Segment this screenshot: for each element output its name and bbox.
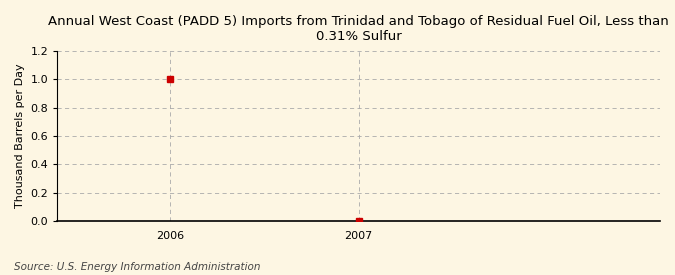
Y-axis label: Thousand Barrels per Day: Thousand Barrels per Day	[15, 64, 25, 208]
Text: Source: U.S. Energy Information Administration: Source: U.S. Energy Information Administ…	[14, 262, 260, 272]
Title: Annual West Coast (PADD 5) Imports from Trinidad and Tobago of Residual Fuel Oil: Annual West Coast (PADD 5) Imports from …	[49, 15, 669, 43]
